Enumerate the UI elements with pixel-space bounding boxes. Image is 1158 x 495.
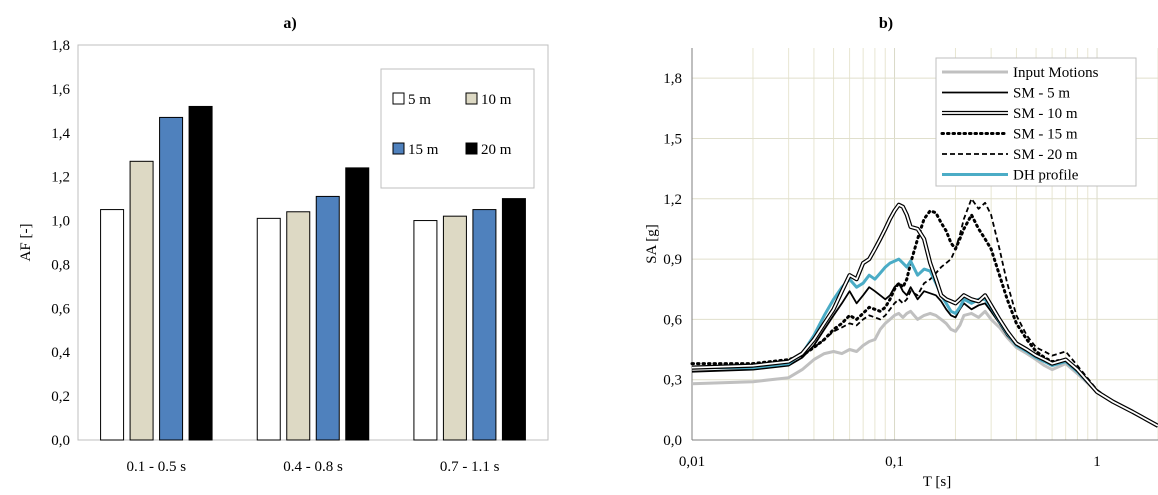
x-tick-label: 0,01 [679,454,705,470]
bar-10m-1 [129,160,154,441]
series-input-motions [691,309,1158,428]
legend-swatch [465,92,478,105]
y-tick-label: 1,4 [51,126,70,142]
bar-chart-svg: a) 0,0 0,2 0,4 0,6 0,8 1,0 1,2 1,4 1,6 1,8 AF [-] 0.… [18,15,549,475]
y-tick-label: 1,8 [51,38,70,54]
legend-label: 20 m [481,142,512,158]
y-tick-label: 1,0 [51,214,70,230]
bar-15m-3 [472,209,497,441]
y-tick-label: 0,0 [51,433,70,449]
bar-5m-3 [413,220,438,441]
y-tick-label: 1,2 [51,170,70,186]
legend-box [380,68,535,189]
legend-swatch [392,92,405,105]
legend-label: SM - 20 m [1013,147,1078,163]
legend-label: 15 m [408,142,439,158]
legend-label: 10 m [481,92,512,108]
bar-10m-3 [442,215,467,441]
series-sm-10-m-inner [691,203,1158,427]
x-tick-label: 1 [1093,454,1101,470]
bar-15m-2 [315,195,340,441]
series-sm-15-m [690,209,1158,428]
y-tick-label: 0,3 [663,373,682,389]
y-axis-label: SA [g] [644,224,660,264]
legend-label: SM - 5 m [1013,86,1070,102]
x-tick-label: 0,1 [885,454,904,470]
bar-20m-2 [345,167,370,441]
legend-swatch [392,142,405,155]
chart-title: a) [283,15,296,32]
legend-label: SM - 15 m [1013,127,1078,143]
legend-box [935,57,1137,187]
legend-label: 5 m [408,92,431,108]
bar-10m-2 [286,211,311,441]
y-tick-label: 0,4 [51,345,70,361]
y-tick-label: 1,8 [663,71,682,87]
bar-20m-1 [188,105,213,441]
y-tick-label: 0,2 [51,389,70,405]
x-tick-label: 0.1 - 0.5 s [127,459,187,475]
y-tick-label: 1,5 [663,131,682,147]
y-tick-label: 1,6 [51,82,70,98]
line-chart-svg: b) 0,0 0,3 0,6 0,9 1,2 1,5 1,8 0,01 0,1 1 T [s] SA [… [644,15,1158,490]
y-tick-label: 1,2 [663,192,682,208]
y-tick-label: 0,6 [663,312,682,328]
y-tick-label: 0,6 [51,301,70,317]
y-tick-label: 0,9 [663,252,682,268]
legend-label: SM - 10 m [1013,106,1078,122]
legend-label: DH profile [1013,168,1079,184]
y-tick-label: 0,8 [51,257,70,273]
chart-title: b) [879,15,893,32]
bar-5m-2 [256,217,281,441]
bar-15m-1 [159,116,184,441]
legend-swatch [465,142,478,155]
x-tick-label: 0.4 - 0.8 s [283,459,343,475]
x-axis-label: T [s] [923,474,951,490]
y-axis-label: AF [-] [18,224,34,262]
legend-label: Input Motions [1013,65,1099,81]
x-tick-label: 0.7 - 1.1 s [440,459,500,475]
y-tick-label: 0,0 [663,433,682,449]
bar-5m-1 [100,209,125,441]
chart-a: a) 0,0 0,2 0,4 0,6 0,8 1,0 1,2 1,4 1,6 1,8 AF [-] 0.… [0,0,580,490]
chart-b: b) 0,0 0,3 0,6 0,9 1,2 1,5 1,8 0,01 0,1 1 T [s] SA [… [580,0,1158,490]
bar-20m-3 [501,198,526,441]
